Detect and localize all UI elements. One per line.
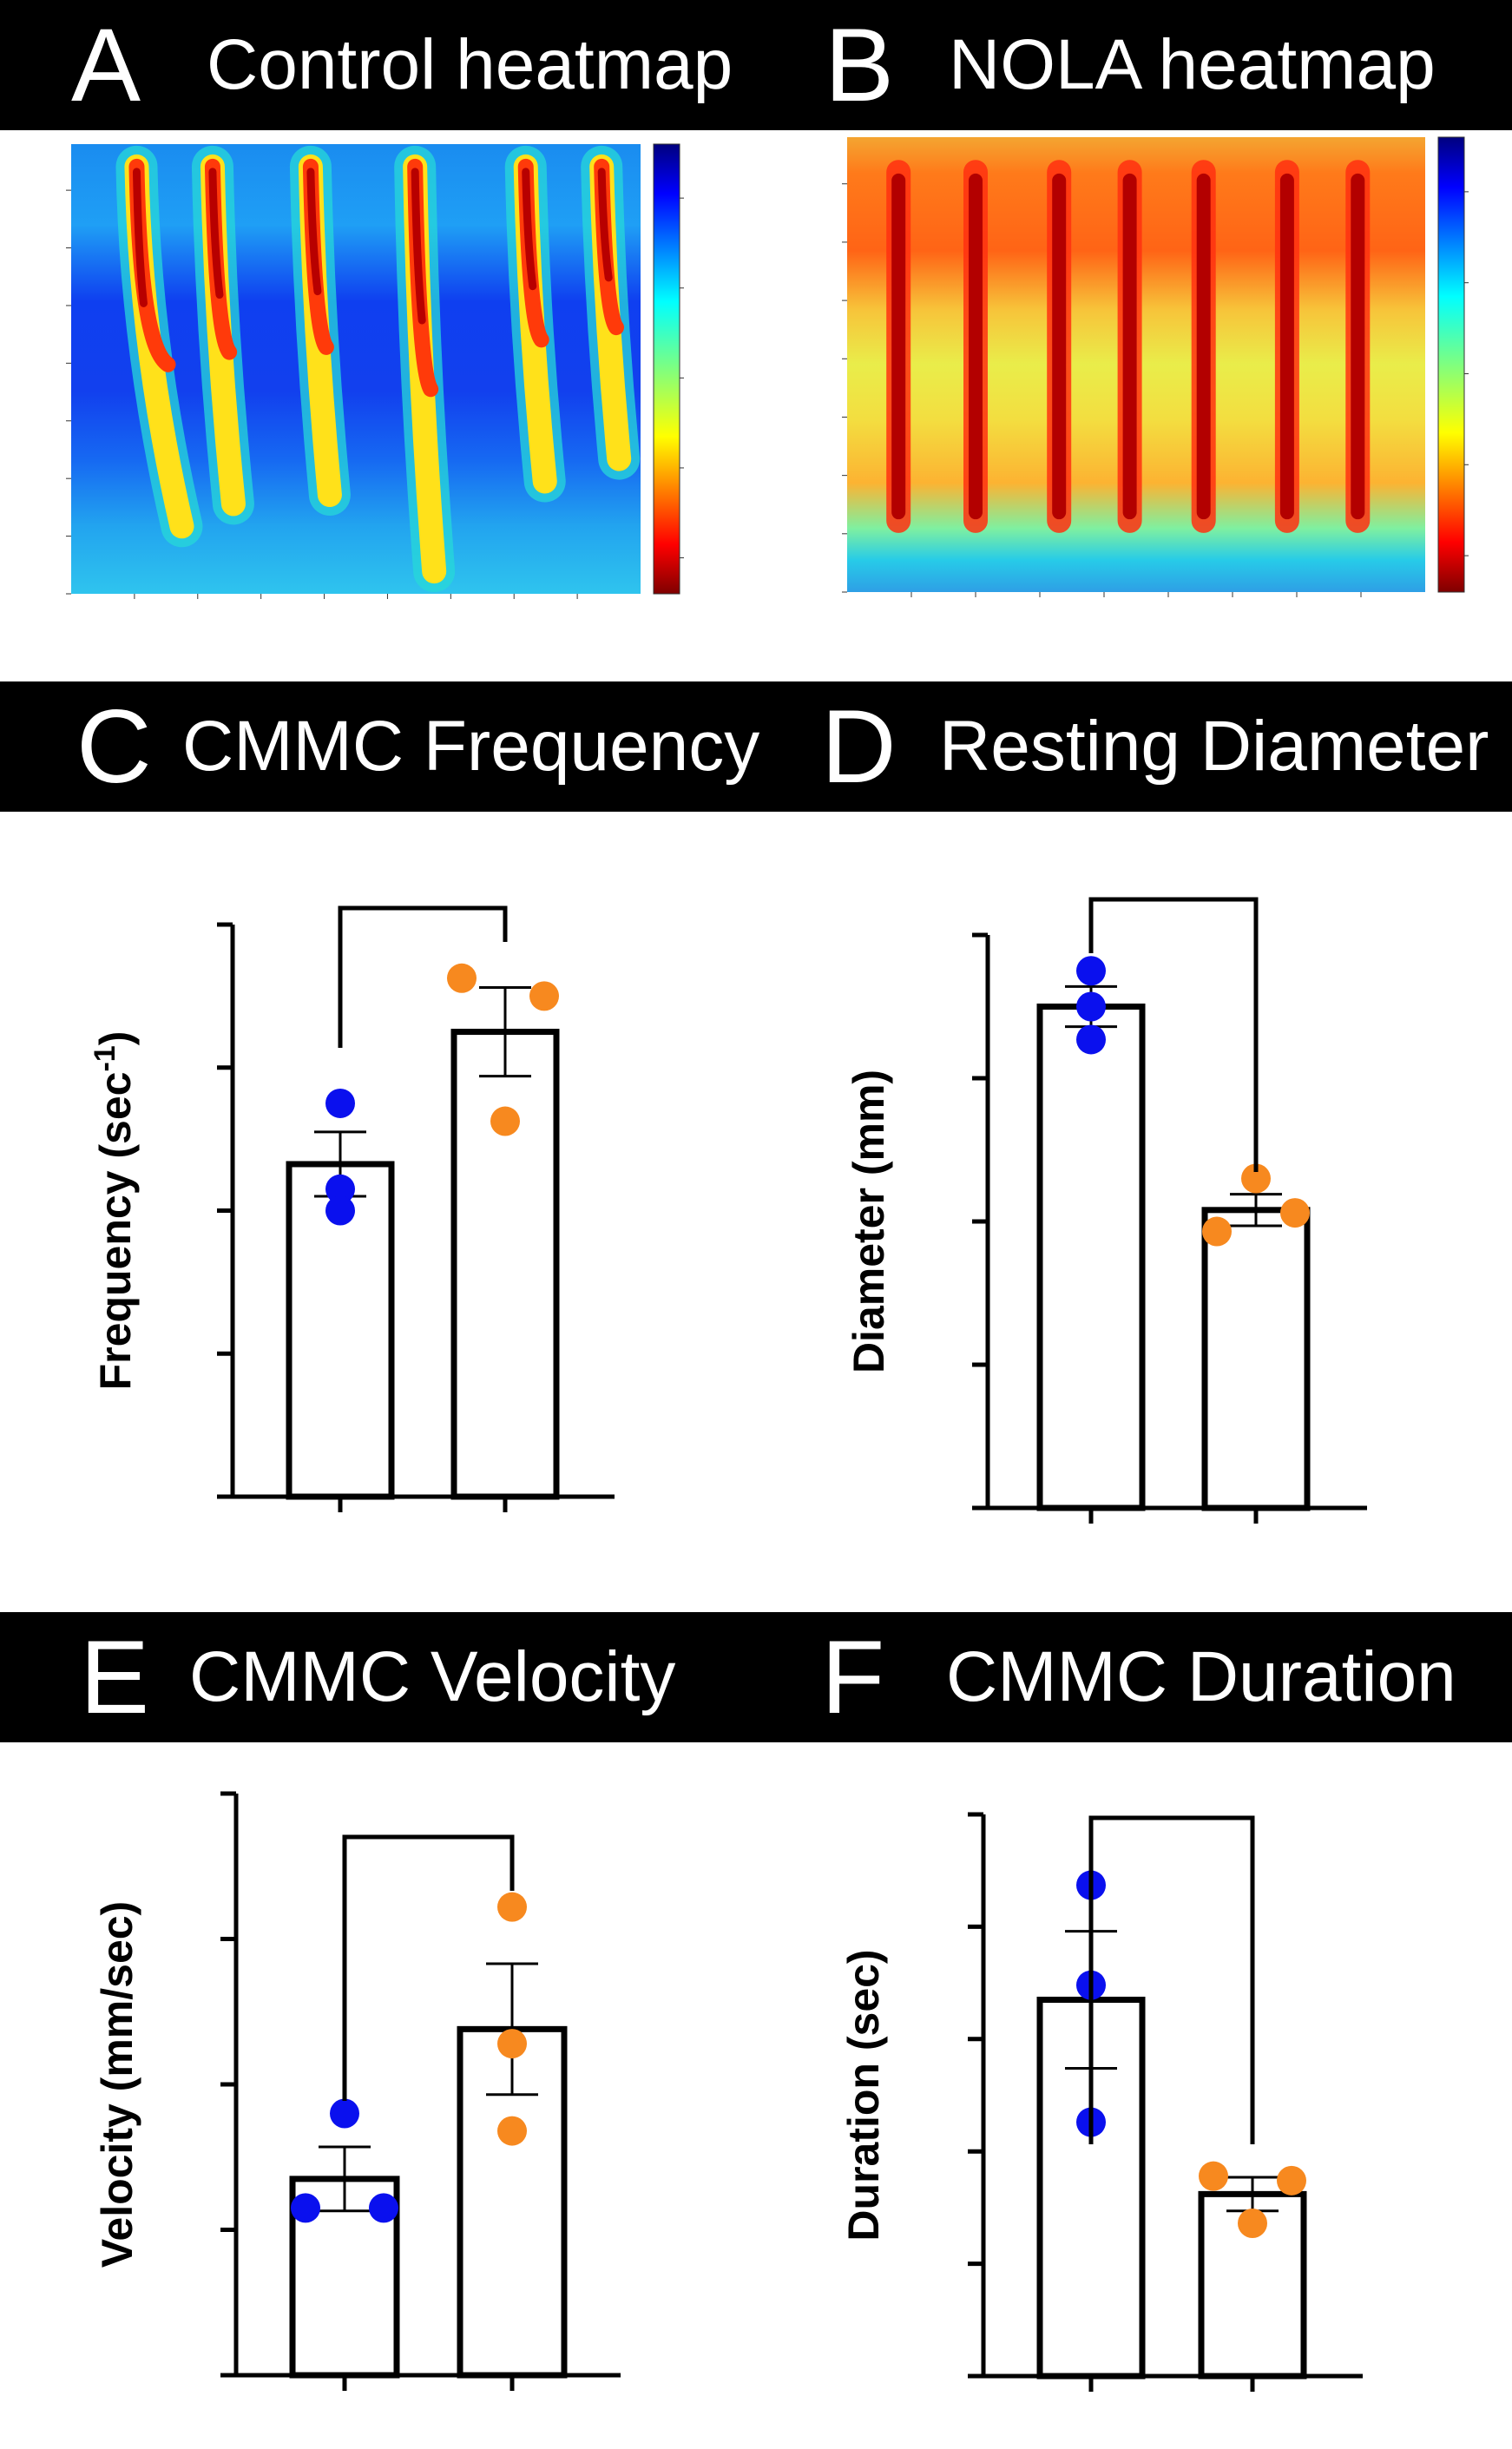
contraction-core: [969, 173, 983, 520]
panel-f-letter: F: [821, 1619, 885, 1735]
colorbar: [653, 143, 680, 595]
banner-row-1: A Control heatmap B NOLA heatmap: [0, 0, 1512, 130]
data-point-nola: [1202, 1216, 1232, 1247]
contraction-core: [1279, 173, 1294, 520]
heatmap-b: [842, 136, 1469, 597]
data-point-control: [1076, 1024, 1106, 1055]
data-point-control: [1076, 991, 1106, 1022]
contraction-peak: [306, 168, 322, 296]
y-axis-label-text: Diameter (mm): [845, 1070, 893, 1373]
banner-row-3: E CMMC Velocity F CMMC Duration: [0, 1612, 1512, 1742]
bar-nola: [450, 1029, 560, 1500]
data-point-nola: [447, 963, 477, 993]
y-axis-label-close: ): [91, 1031, 140, 1046]
y-axis-label: Diameter (mm): [845, 1070, 893, 1373]
contraction-peak: [132, 168, 148, 307]
data-point-nola: [529, 981, 559, 1011]
heatmap-a: [66, 143, 684, 599]
data-point-nola: [1238, 2209, 1267, 2239]
bar-chart-c: Frequency (sec-1): [89, 905, 615, 1512]
data-point-control: [325, 1174, 355, 1204]
panel-d-title: Resting Diameter: [939, 707, 1489, 786]
data-point-control: [369, 2193, 398, 2223]
y-axis-label-text: Velocity (mm/sec): [93, 1901, 141, 2268]
contraction-peak: [522, 168, 537, 291]
panel-a-letter: A: [71, 7, 141, 123]
bar-control: [1036, 1004, 1146, 1511]
contraction-peak: [411, 168, 426, 325]
data-point-nola: [1280, 1198, 1310, 1228]
data-point-nola: [1277, 2165, 1306, 2196]
bar-nola: [1201, 1207, 1311, 1511]
y-axis-label: Duration (sec): [839, 1949, 888, 2241]
data-point-nola: [497, 1892, 527, 1922]
y-axis-label-text: Duration (sec): [839, 1949, 888, 2241]
contraction-core: [1122, 173, 1137, 520]
contraction-core: [1196, 173, 1211, 520]
data-point-control: [325, 1195, 355, 1226]
bar-chart-d: Diameter (mm): [845, 897, 1367, 1524]
significance-bracket: [1088, 1815, 1255, 2144]
bar-chart-f: Duration (sec): [839, 1812, 1363, 2392]
panel-b-letter: B: [825, 7, 895, 123]
data-point-nola: [490, 1106, 520, 1136]
panel-d-letter: D: [821, 688, 897, 805]
panel-b-title: NOLA heatmap: [949, 25, 1436, 104]
data-point-nola: [1199, 2161, 1228, 2191]
panel-a-title: Control heatmap: [207, 25, 733, 104]
banner-row-2: C CMMC Frequency D Resting Diameter: [0, 681, 1512, 812]
data-point-nola: [497, 2116, 527, 2146]
data-point-control: [1076, 956, 1106, 986]
data-point-nola: [1241, 1163, 1271, 1194]
contraction-peak: [208, 168, 224, 300]
colorbar: [1437, 136, 1465, 593]
panel-c-letter: C: [76, 688, 152, 805]
contraction-core: [1052, 173, 1067, 520]
panel-c-title: CMMC Frequency: [182, 707, 760, 786]
y-axis-label-superscript: -1: [89, 1045, 122, 1071]
data-point-control: [330, 2098, 359, 2129]
bar-chart-e: Velocity (mm/sec): [93, 1791, 621, 2391]
y-axis-label: Frequency (sec-1): [89, 1031, 140, 1391]
panel-f-title: CMMC Duration: [946, 1637, 1456, 1716]
data-point-control: [291, 2193, 320, 2223]
data-point-control: [325, 1088, 355, 1118]
panel-e-letter: E: [80, 1619, 150, 1735]
significance-bracket: [338, 905, 508, 1048]
contraction-core: [1351, 173, 1365, 520]
significance-bracket: [342, 1834, 515, 2101]
contraction-peak: [597, 168, 613, 282]
data-point-nola: [497, 2029, 527, 2059]
panel-e-title: CMMC Velocity: [189, 1637, 676, 1716]
y-axis-label-text: Frequency (sec: [91, 1072, 140, 1391]
contraction-core: [891, 173, 906, 520]
y-axis-label: Velocity (mm/sec): [93, 1901, 141, 2268]
heatmap-contractions: [886, 160, 1371, 533]
heatmap-contractions: [115, 145, 641, 593]
significance-bracket: [1088, 897, 1259, 1172]
